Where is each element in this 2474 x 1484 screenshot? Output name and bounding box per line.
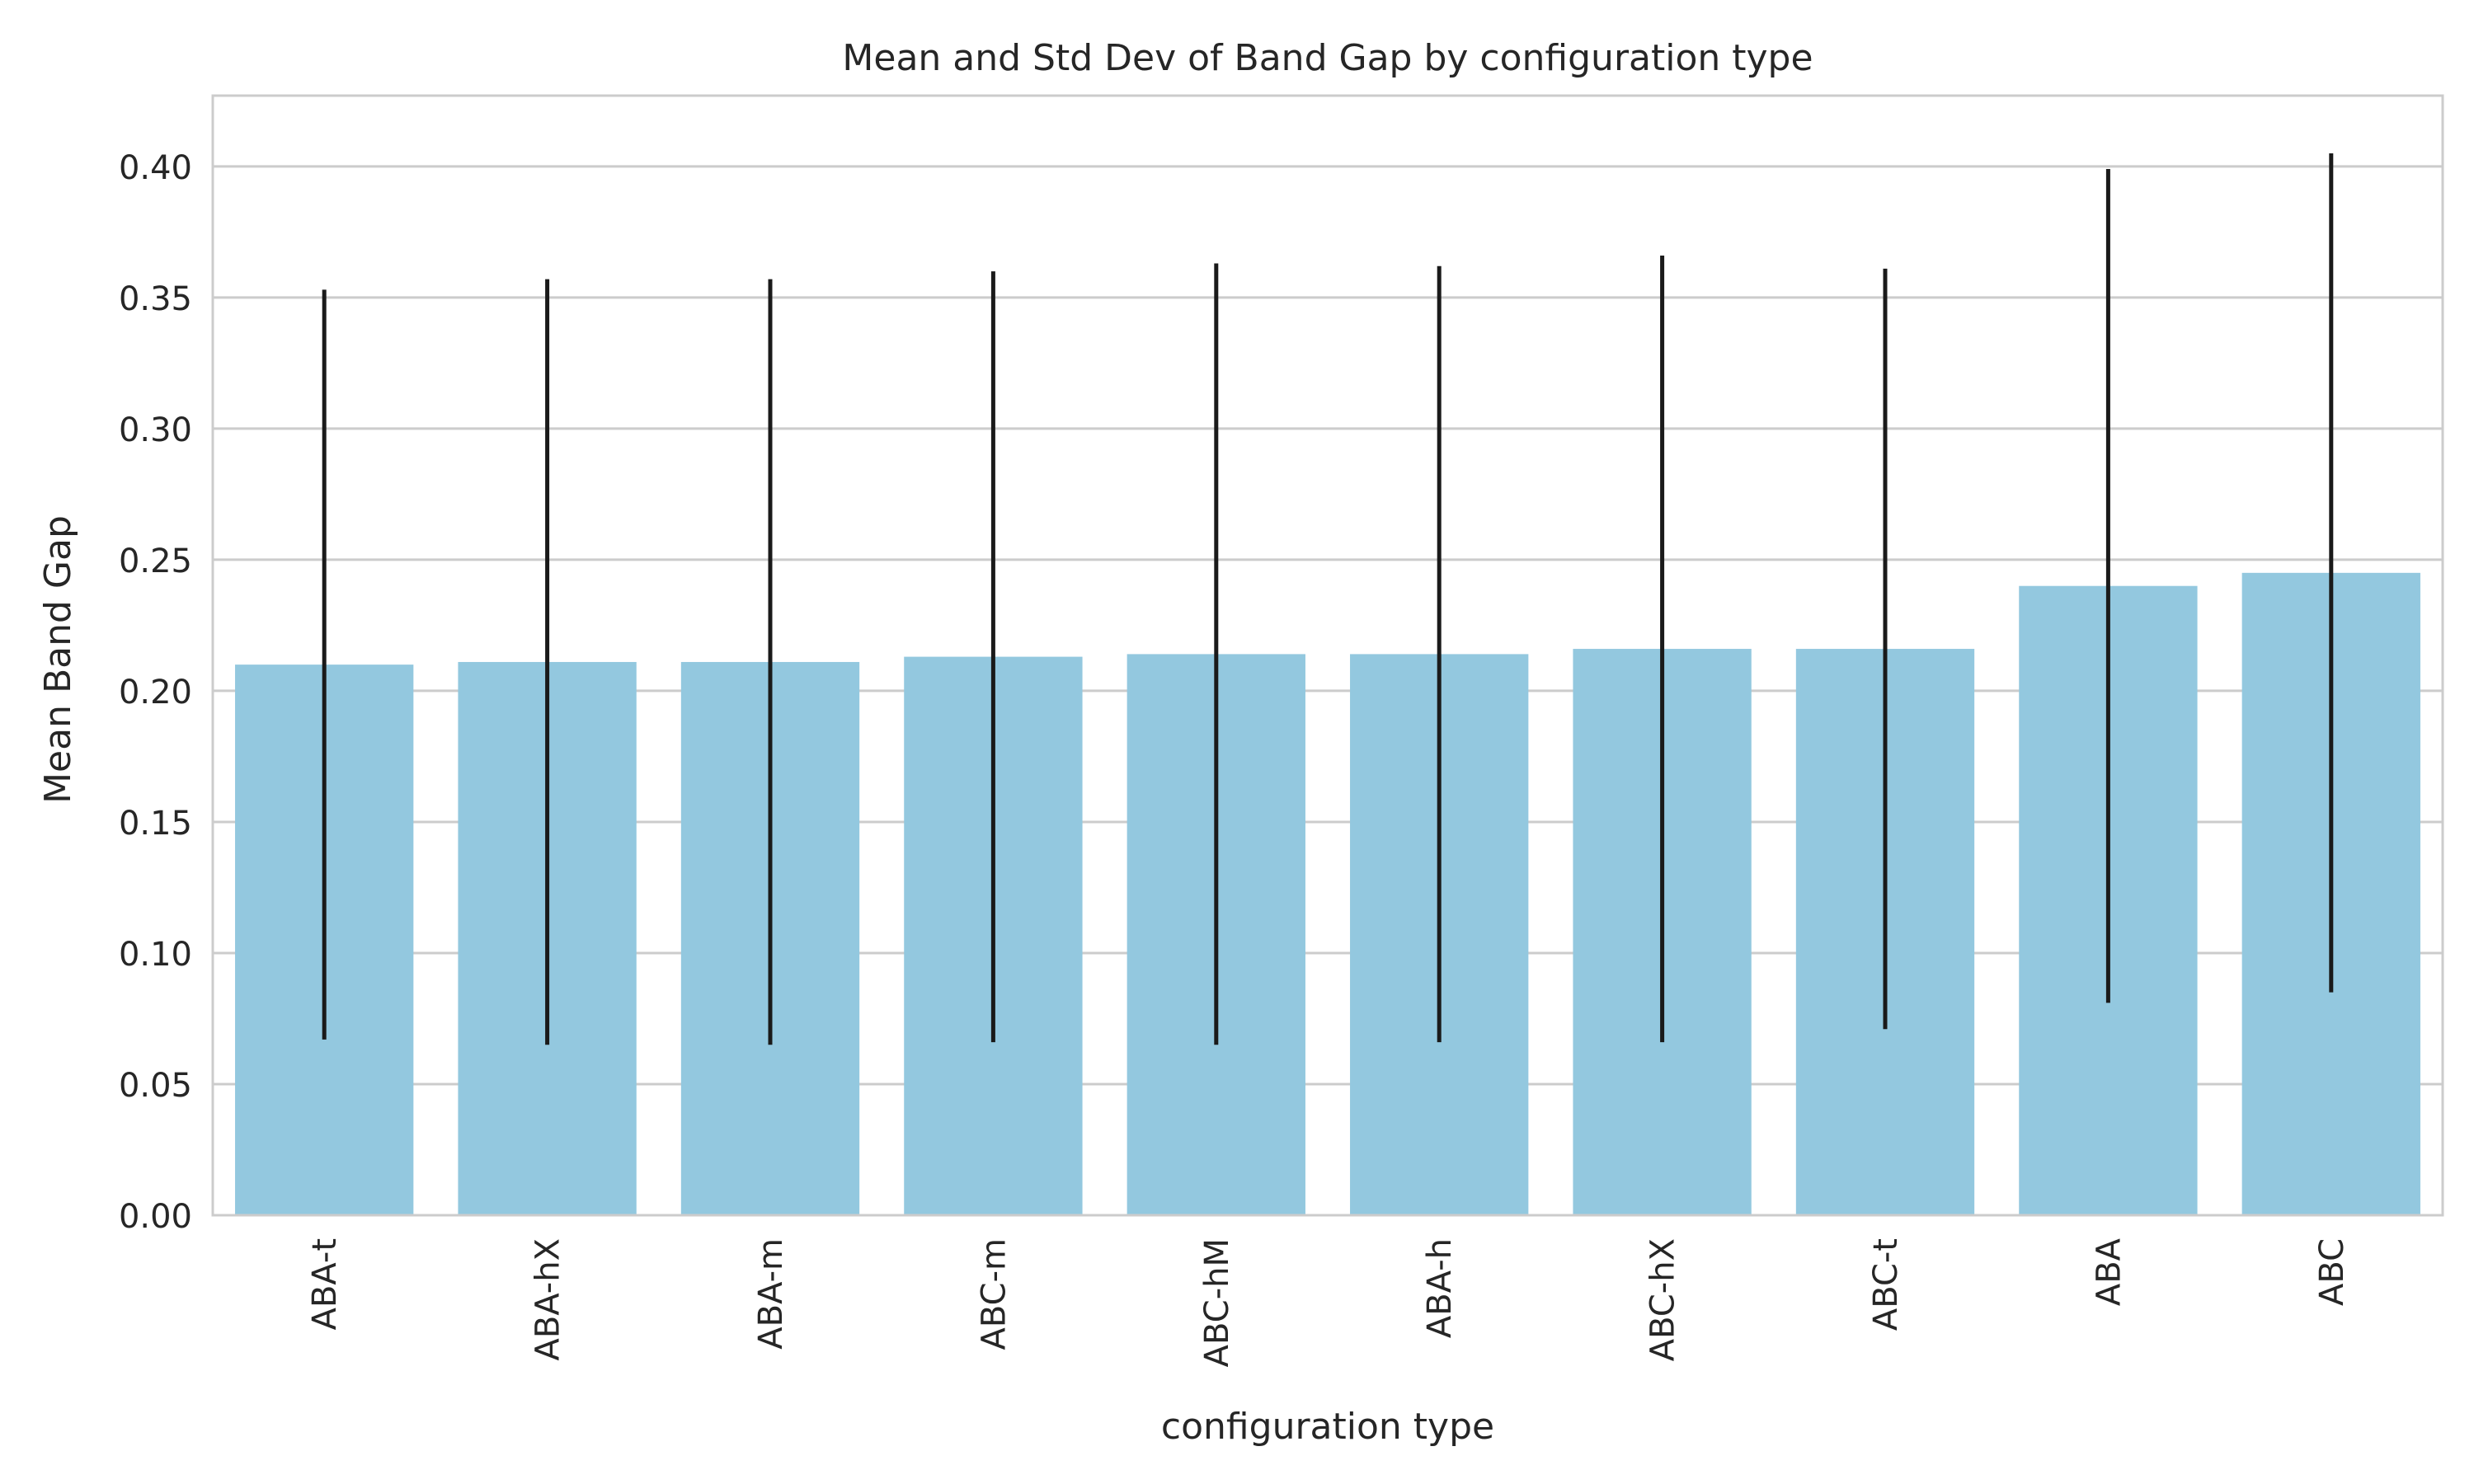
x-tick-label: ABA-m (752, 1238, 790, 1350)
x-tick-label: ABC-hM (1198, 1238, 1236, 1367)
y-tick-label: 0.10 (119, 936, 192, 974)
error-bars (322, 153, 2334, 1045)
y-tick-label: 0.35 (119, 280, 192, 318)
y-tick-label: 0.25 (119, 542, 192, 580)
plot-frame (211, 94, 2444, 1217)
bars (235, 572, 2420, 1215)
y-tick-label: 0.05 (119, 1067, 192, 1105)
chart-title: Mean and Std Dev of Band Gap by configur… (842, 37, 1813, 79)
y-tick-label: 0.30 (119, 411, 192, 449)
x-tick-label: ABC-hX (1644, 1238, 1682, 1361)
y-tick-label: 0.15 (119, 805, 192, 843)
y-tick-label: 0.40 (119, 149, 192, 187)
y-axis-label: Mean Band Gap (37, 515, 79, 804)
y-tick-label: 0.20 (119, 674, 192, 711)
x-tick-label: ABA-t (306, 1238, 344, 1330)
x-tick-label: ABC-m (975, 1238, 1013, 1350)
y-axis-ticks: 0.00 0.05 0.10 0.15 0.20 0.25 0.30 0.35 0.40 (119, 149, 192, 1236)
x-tick-label: ABC-t (1867, 1238, 1905, 1331)
x-axis-label: configuration type (1161, 1406, 1494, 1448)
y-tick-label: 0.00 (119, 1198, 192, 1236)
x-tick-label: ABC (2313, 1238, 2351, 1306)
x-tick-label: ABA-hX (529, 1238, 567, 1360)
x-tick-label: ABA (2090, 1237, 2128, 1306)
x-axis-ticks: ABA-t ABA-hX ABA-m ABC-m ABC-hM ABA-h ABC-hX AB… (306, 1237, 2351, 1367)
x-tick-label: ABA-h (1421, 1238, 1459, 1338)
